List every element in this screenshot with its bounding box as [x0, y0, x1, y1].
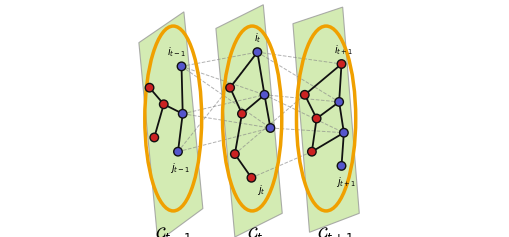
Circle shape [307, 147, 316, 156]
Text: $i_t$: $i_t$ [253, 31, 261, 45]
Text: $j_{t+1}$: $j_{t+1}$ [335, 175, 356, 190]
Circle shape [252, 48, 261, 56]
Circle shape [159, 100, 167, 109]
Circle shape [145, 83, 154, 92]
Text: $i_{t-1}$: $i_{t-1}$ [167, 45, 186, 59]
Circle shape [312, 114, 320, 123]
Circle shape [230, 150, 239, 158]
Circle shape [339, 128, 348, 137]
Circle shape [225, 83, 234, 92]
Polygon shape [292, 7, 358, 232]
Text: $\mathcal{G}_{t-1}$: $\mathcal{G}_{t-1}$ [154, 225, 191, 237]
Polygon shape [215, 5, 281, 237]
Circle shape [247, 173, 255, 182]
Circle shape [237, 109, 246, 118]
Text: $j_t$: $j_t$ [256, 182, 265, 197]
Circle shape [300, 91, 308, 99]
Polygon shape [138, 12, 203, 237]
Circle shape [336, 162, 345, 170]
Text: $\mathcal{G}_{t}$: $\mathcal{G}_{t}$ [246, 225, 263, 237]
Text: $\mathcal{G}_{t+1}$: $\mathcal{G}_{t+1}$ [317, 225, 353, 237]
Text: $i_{t+1}$: $i_{t+1}$ [333, 43, 353, 57]
Circle shape [334, 98, 343, 106]
Text: $j_{t-1}$: $j_{t-1}$ [170, 161, 190, 175]
Circle shape [177, 62, 185, 71]
Circle shape [260, 91, 268, 99]
Circle shape [178, 109, 187, 118]
Circle shape [336, 60, 345, 68]
Circle shape [150, 133, 158, 142]
Circle shape [174, 147, 182, 156]
Circle shape [266, 124, 274, 132]
